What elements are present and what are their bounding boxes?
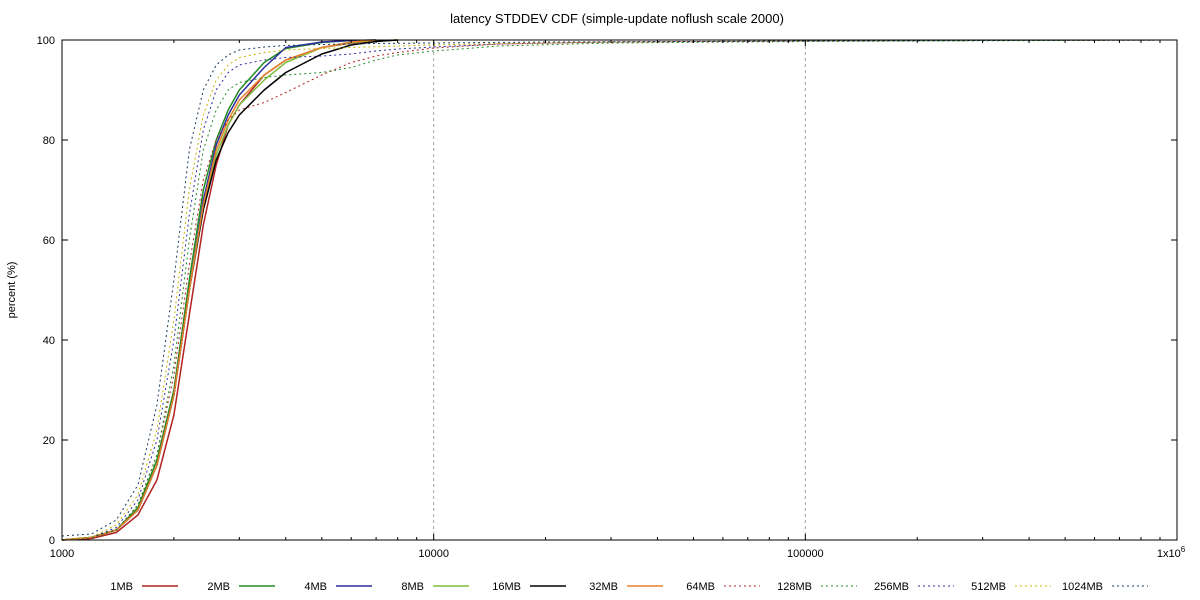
legend-label-16mb: 16MB [492, 581, 521, 593]
x-tick-label: 10000 [418, 548, 449, 560]
legend-label-64mb: 64MB [686, 581, 715, 593]
legend-label-256mb: 256MB [874, 581, 909, 593]
legend-label-32mb: 32MB [589, 581, 618, 593]
y-tick-label: 0 [49, 535, 55, 547]
series-line-4mb [61, 39, 377, 541]
series-line-64mb [61, 39, 1178, 541]
series-line-1mb [61, 39, 398, 541]
legend: 1MB 2MB 4MB 8MB 16MB 32MB 64MB 128MB 256MB 512MB 1… [110, 581, 1148, 593]
x-tick-label: 1x106 [1157, 545, 1186, 560]
legend-label-1024mb: 1024MB [1062, 581, 1103, 593]
series-line-2mb [61, 39, 377, 541]
y-tick-label: 20 [43, 435, 55, 447]
series-line-32mb [61, 39, 377, 541]
plot-area [61, 39, 1178, 541]
legend-label-128mb: 128MB [777, 581, 812, 593]
x-tick-exponent: 6 [1181, 545, 1186, 554]
series-line-128mb [61, 39, 1178, 541]
series-line-8mb [61, 39, 398, 541]
series-line-16mb [61, 39, 398, 541]
legend-label-512mb: 512MB [971, 581, 1006, 593]
x-tick-label: 1000 [50, 548, 74, 560]
axis-ticks: 1000 10000 100000 1x106 0 20 40 60 80 100 [37, 35, 1186, 560]
plot-frame [61, 39, 1178, 541]
y-tick-label: 80 [43, 135, 55, 147]
y-tick-label: 60 [43, 235, 55, 247]
legend-label-8mb: 8MB [401, 581, 424, 593]
legend-label-4mb: 4MB [304, 581, 327, 593]
chart-title: latency STDDEV CDF (simple-update noflus… [450, 11, 784, 26]
legend-label-2mb: 2MB [207, 581, 230, 593]
series-line-256mb [61, 39, 1178, 541]
y-tick-label: 40 [43, 335, 55, 347]
x-tick-label: 100000 [787, 548, 824, 560]
series-line-512mb [61, 39, 1178, 541]
y-axis-label: percent (%) [6, 262, 18, 319]
legend-label-1mb: 1MB [110, 581, 133, 593]
y-tick-label: 100 [37, 35, 55, 47]
gridlines [433, 40, 806, 540]
